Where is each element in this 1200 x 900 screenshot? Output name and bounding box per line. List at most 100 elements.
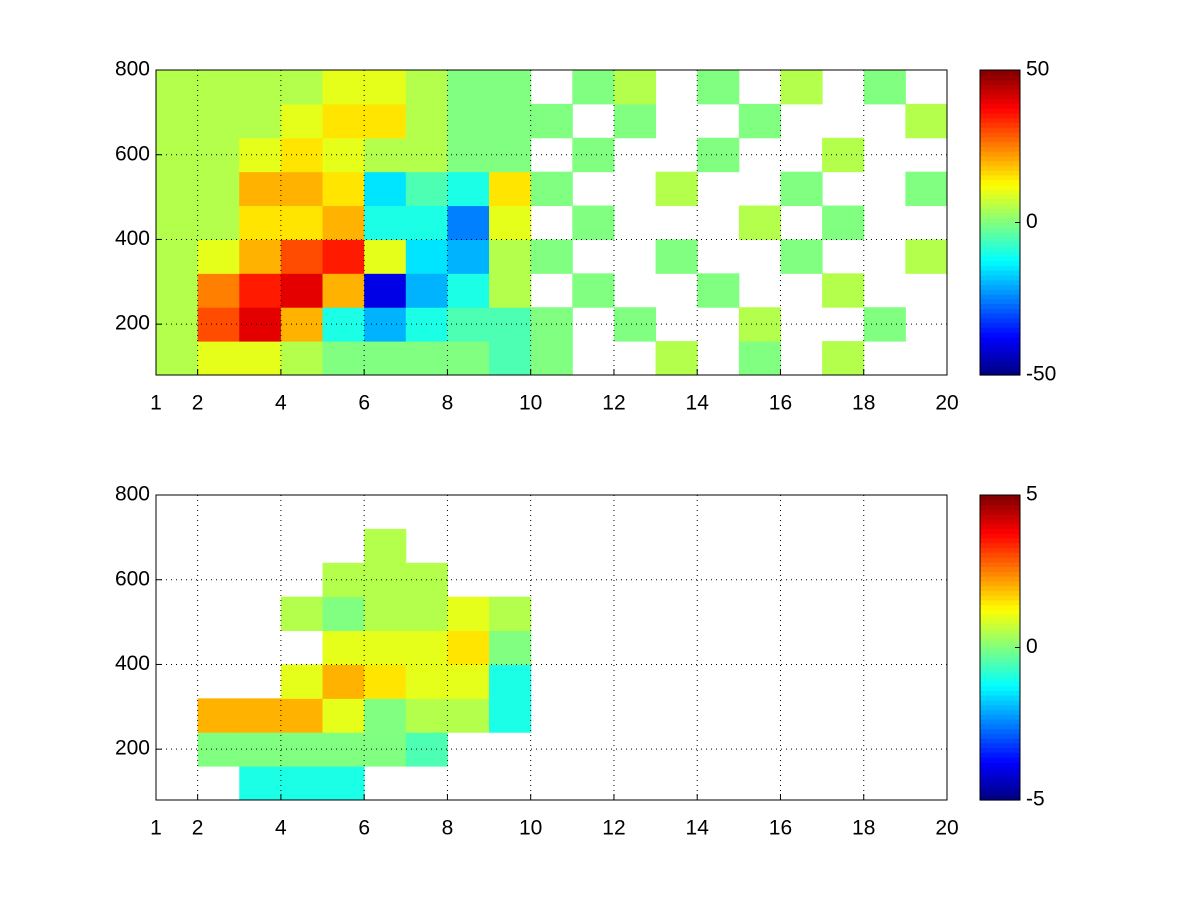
heatmap-cell — [239, 103, 282, 139]
heatmap-cell — [697, 137, 740, 173]
heatmap-cell — [613, 70, 657, 105]
x-tick-label: 8 — [442, 817, 454, 840]
heatmap-cell — [280, 698, 324, 733]
colorbar-segment — [980, 757, 1020, 763]
colorbar-segment — [980, 499, 1020, 506]
heatmap-cell — [822, 137, 865, 173]
y-tick-label: 600 — [115, 567, 150, 590]
heatmap-cell — [156, 70, 199, 105]
colorbar-segment — [980, 222, 1020, 228]
heatmap-cell — [447, 103, 490, 139]
colorbar-segment — [980, 657, 1020, 663]
colorbar-segment — [980, 795, 1020, 801]
heatmap-cell — [863, 307, 906, 342]
colorbar-segment — [980, 370, 1020, 376]
colorbar-segment — [980, 322, 1020, 328]
heatmap-cell — [280, 596, 324, 632]
heatmap-cell — [239, 307, 282, 342]
x-tick-label: 1 — [150, 392, 162, 415]
heatmap-cell — [780, 239, 823, 274]
colorbar-segment — [980, 198, 1020, 205]
heatmap-cell — [197, 698, 240, 733]
colorbar-segment — [980, 131, 1020, 138]
colorbar-segment — [980, 761, 1020, 768]
colorbar-segment — [980, 70, 1020, 76]
heatmap-cell — [738, 103, 781, 139]
heatmap-cell — [447, 171, 490, 207]
colorbar-segment — [980, 355, 1020, 362]
colorbar-segment — [980, 179, 1020, 185]
y-tick-label: 800 — [115, 483, 150, 506]
heatmap-cell — [697, 70, 740, 105]
colorbar-segment — [980, 232, 1020, 238]
heatmap-cell — [156, 205, 199, 240]
colorbar-segment — [980, 704, 1020, 711]
heatmap-cell — [489, 205, 532, 240]
heatmap-cell — [239, 273, 282, 308]
heatmap-cell — [822, 205, 865, 240]
colorbar-segment — [980, 360, 1020, 367]
colorbar-segment — [980, 208, 1020, 214]
heatmap-cell — [489, 630, 532, 665]
heatmap-cell — [364, 528, 407, 564]
colorbar-segment — [980, 346, 1020, 352]
colorbar-segment — [980, 609, 1020, 615]
heatmap-cell — [447, 205, 490, 240]
colorbar-segment — [980, 146, 1020, 152]
colorbar-segment — [980, 642, 1020, 649]
heatmap-cell — [489, 273, 532, 308]
heatmap-cell — [364, 171, 407, 207]
heatmap-cell — [364, 205, 407, 240]
heatmap-cell — [156, 341, 199, 376]
colorbar-segment — [980, 193, 1020, 200]
heatmap-cell — [322, 307, 365, 342]
colorbar-segment — [980, 274, 1020, 281]
colorbar-segment — [980, 523, 1020, 529]
x-tick-label: 6 — [358, 817, 370, 840]
heatmap-cell — [364, 70, 407, 105]
colorbar-segment — [980, 647, 1020, 653]
y-tick-label: 200 — [115, 312, 150, 335]
colorbar-segment — [980, 528, 1020, 534]
heatmap-cell — [280, 205, 324, 240]
colorbar-segment — [980, 637, 1020, 644]
heatmap-cell — [572, 205, 615, 240]
colorbar-segment — [980, 332, 1020, 338]
colorbar-segment — [980, 293, 1020, 300]
x-tick-label: 4 — [275, 392, 287, 415]
colorbar-segment — [980, 289, 1020, 295]
colorbar-segment — [980, 298, 1020, 305]
colorbar-segment — [980, 165, 1020, 171]
colorbar-segment — [980, 666, 1020, 672]
heatmap-cell — [489, 341, 532, 376]
heatmap-cell — [280, 171, 324, 207]
heatmap-cell — [780, 171, 823, 207]
heatmap-cell — [447, 307, 490, 342]
x-tick-label: 14 — [686, 817, 710, 840]
colorbar-segment — [980, 723, 1020, 730]
colorbar-segment — [980, 714, 1020, 720]
heatmap-cell — [447, 698, 490, 733]
heatmap-cell — [447, 239, 490, 274]
x-tick-label: 20 — [935, 392, 958, 415]
colorbar-segment — [980, 752, 1020, 758]
colorbar-segment — [980, 265, 1020, 271]
heatmap-cell — [738, 341, 781, 376]
colorbar-segment — [980, 127, 1020, 133]
heatmap-cell — [322, 664, 365, 699]
colorbar-segment — [980, 576, 1020, 582]
colorbar-segment — [980, 671, 1020, 677]
heatmap-cell — [322, 341, 365, 376]
heatmap-cell — [655, 341, 698, 376]
heatmap-cell — [738, 205, 781, 240]
colorbar-segment — [980, 351, 1020, 357]
colorbar-segment — [980, 780, 1020, 787]
x-tick-label: 12 — [602, 392, 625, 415]
colorbar-tick-label: -50 — [1026, 363, 1056, 386]
colorbar-segment — [980, 227, 1020, 233]
colorbar-tick-label: -5 — [1026, 788, 1045, 811]
colorbar-segment — [980, 212, 1020, 219]
x-tick-label: 2 — [192, 817, 204, 840]
heatmap-cell — [239, 766, 282, 801]
